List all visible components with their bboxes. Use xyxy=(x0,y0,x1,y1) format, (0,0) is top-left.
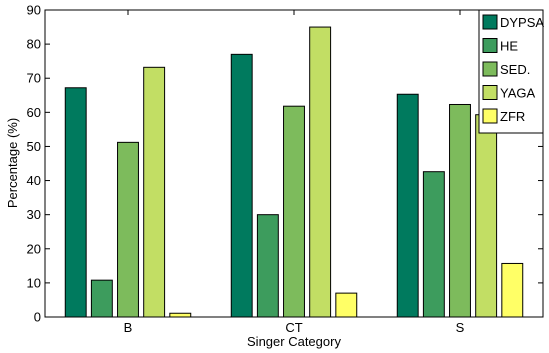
y-tick-label: 40 xyxy=(27,173,41,188)
y-axis: 0 10 20 30 40 50 60 70 80 90 xyxy=(27,3,543,325)
y-tick-label: 70 xyxy=(27,71,41,86)
bar-sed-s xyxy=(449,103,471,318)
legend-label: ZFR xyxy=(500,109,525,124)
bar-sed-b xyxy=(117,141,139,318)
bar-yaga-ct xyxy=(309,26,332,318)
legend-swatch xyxy=(482,14,498,30)
bar-sed-ct xyxy=(283,105,305,318)
bars-group xyxy=(64,26,524,318)
y-tick-label: 0 xyxy=(34,310,41,325)
bar-dypsa-s xyxy=(396,93,419,318)
x-axis: B CT S xyxy=(124,10,465,335)
bar-he-s xyxy=(422,171,445,318)
bar-zfr-ct xyxy=(335,292,358,318)
y-tick-label: 80 xyxy=(27,37,41,52)
legend-swatch xyxy=(482,85,498,100)
bar-yaga-b xyxy=(143,66,166,318)
y-axis-label: Percentage (%) xyxy=(5,118,20,208)
bar-he-ct xyxy=(256,214,279,318)
legend-swatch xyxy=(482,61,498,77)
legend-swatch xyxy=(482,38,498,53)
legend-label: SED. xyxy=(500,62,530,77)
x-tick-label: S xyxy=(456,320,465,335)
x-axis-label: Singer Category xyxy=(247,334,341,349)
bar-yaga-s xyxy=(475,114,498,318)
bar-he-b xyxy=(90,279,113,318)
y-tick-label: 50 xyxy=(27,139,41,154)
y-tick-label: 90 xyxy=(27,3,41,18)
legend-label: YAGA xyxy=(500,86,535,101)
legend: DYPSA HE SED. YAGA ZFR xyxy=(478,9,544,134)
bar-dypsa-ct xyxy=(230,53,253,318)
x-tick-label: B xyxy=(124,320,133,335)
y-tick-label: 30 xyxy=(27,207,41,222)
y-tick-label: 60 xyxy=(27,105,41,120)
bar-dypsa-b xyxy=(64,87,87,318)
legend-label: DYPSA xyxy=(500,15,544,30)
bar-zfr-b xyxy=(169,312,192,318)
y-tick-label: 20 xyxy=(27,241,41,256)
bar-zfr-s xyxy=(501,262,524,318)
x-tick-label: CT xyxy=(285,320,302,335)
y-tick-label: 10 xyxy=(27,275,41,290)
legend-label: HE xyxy=(500,39,518,54)
legend-swatch xyxy=(482,108,498,124)
